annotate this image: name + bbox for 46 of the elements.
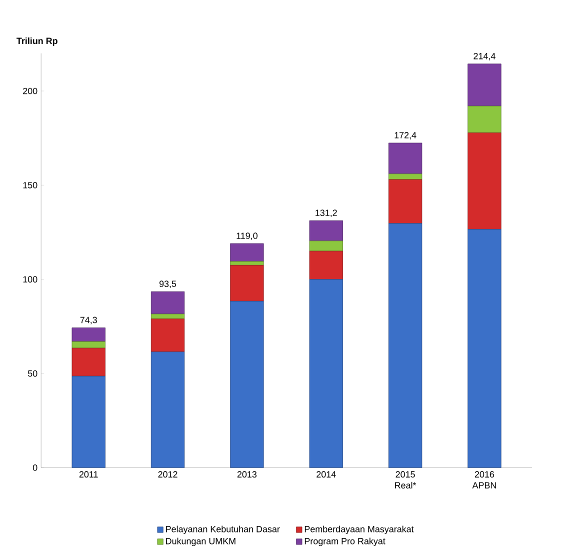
y-tick-label: 150: [23, 182, 38, 189]
legend-label: Pelayanan Kebutuhan Dasar: [166, 526, 280, 534]
bar: [72, 328, 106, 342]
bar: [72, 376, 106, 468]
bar: [230, 244, 264, 262]
x-tick-label: 2014: [316, 471, 336, 478]
y-axis-title: Triliun Rp: [16, 38, 58, 46]
bar: [468, 64, 502, 106]
bar: [309, 279, 343, 468]
bar: [72, 348, 106, 377]
x-tick-label: 2012: [158, 471, 178, 478]
bar: [230, 265, 264, 302]
y-tick-label: 200: [23, 88, 38, 94]
total-label: 214,4: [474, 53, 496, 61]
total-label: 172,4: [394, 132, 416, 140]
total-label: 93,5: [159, 280, 176, 288]
total-label: 119,0: [236, 232, 258, 240]
y-tick-label: 50: [28, 370, 38, 377]
bar: [230, 261, 264, 266]
bar: [150, 318, 185, 352]
bar: [468, 229, 502, 468]
bar: [468, 106, 502, 134]
legend-label: Program Pro Rakyat: [304, 538, 386, 546]
bar: [388, 180, 422, 224]
bar: [150, 314, 185, 320]
total-label: 74,3: [80, 317, 97, 324]
bar: [388, 174, 422, 180]
x-tick-label: 2016 APBN: [472, 471, 496, 489]
bar: [468, 132, 502, 230]
x-tick-label: 2011: [79, 471, 98, 478]
bar: [388, 223, 422, 468]
y-tick-label: 100: [23, 276, 38, 283]
bar: [150, 292, 185, 314]
bar: [388, 143, 422, 174]
bar: [72, 342, 106, 349]
legend-label: Pemberdayaan Masyarakat: [304, 526, 414, 534]
total-label: 131,2: [316, 210, 337, 218]
bar: [230, 301, 264, 468]
y-tick-label: 0: [32, 464, 38, 472]
x-tick-label: 2015 Real*: [395, 471, 416, 489]
bar: [150, 352, 185, 468]
bar: [309, 240, 343, 252]
legend-label: Dukungan UMKM: [166, 538, 236, 546]
bar: [309, 251, 343, 280]
bar: [309, 220, 343, 242]
x-tick-label: 2013: [237, 471, 257, 478]
